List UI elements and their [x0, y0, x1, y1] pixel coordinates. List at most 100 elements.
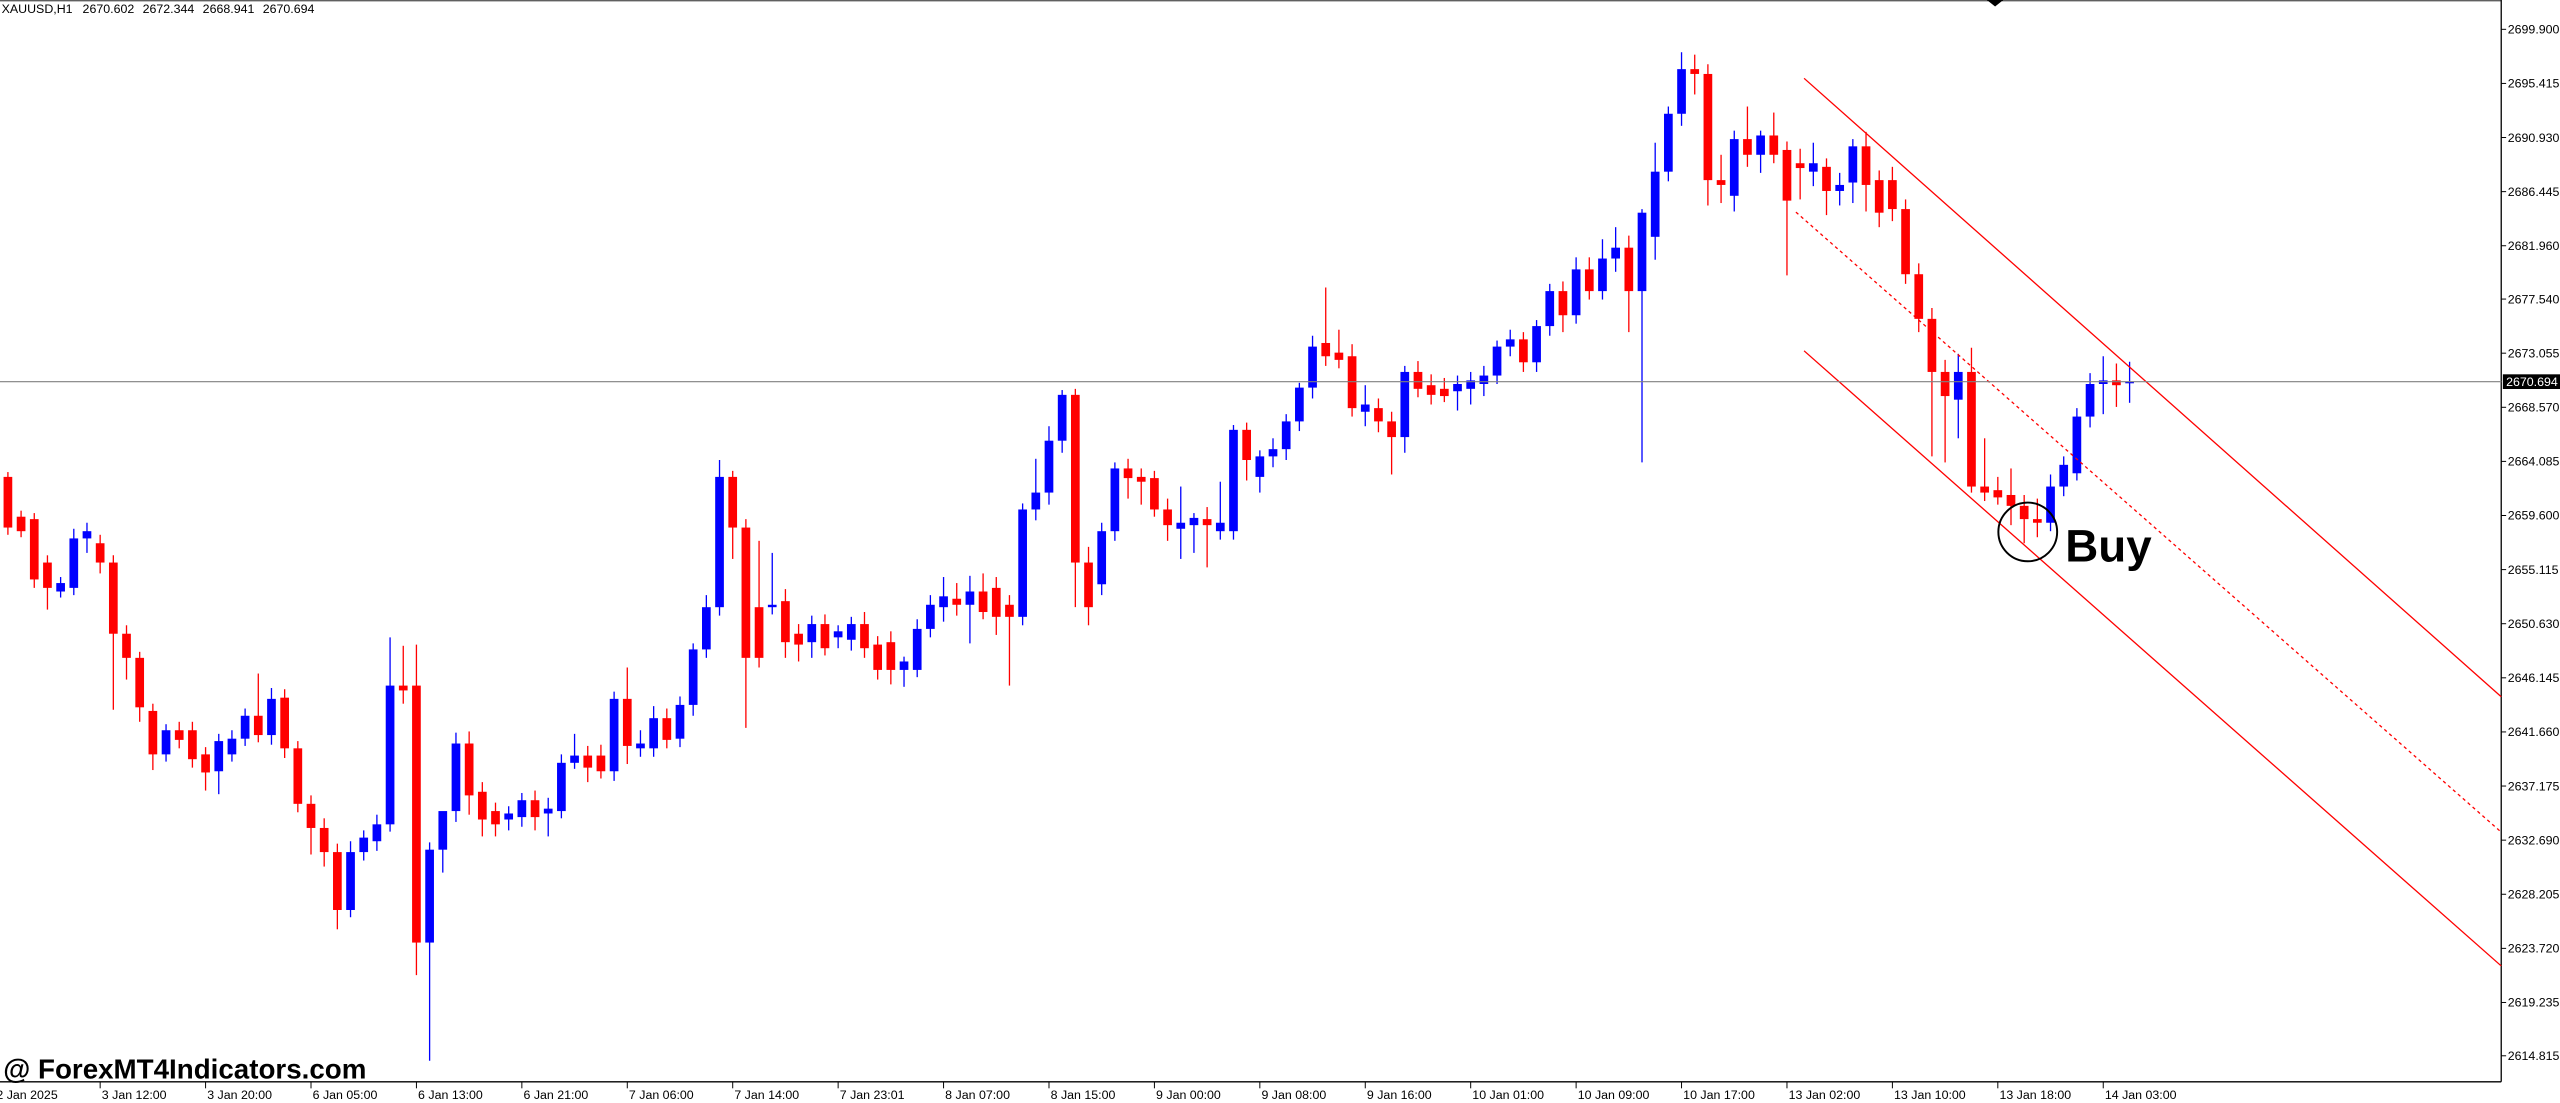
candle-body — [1861, 146, 1871, 185]
header-low: 2668.941 — [203, 2, 255, 16]
candle-body — [1439, 388, 1449, 397]
candle-body — [267, 698, 276, 736]
candle-body — [1453, 384, 1462, 392]
candle-body — [1927, 318, 1937, 372]
candle-body — [56, 583, 65, 592]
candle-body — [253, 715, 263, 736]
candle-body — [346, 852, 355, 910]
candle-body — [2046, 486, 2055, 523]
candle-body — [1953, 371, 1963, 400]
candle-body — [609, 698, 619, 772]
candle-body — [1795, 163, 1805, 169]
candle-body — [1097, 531, 1107, 585]
candle-body — [1690, 69, 1700, 74]
candle-body — [1189, 517, 1199, 526]
x-tick-label: 6 Jan 13:00 — [418, 1088, 483, 1102]
candle-body — [1268, 449, 1278, 457]
x-tick-label: 9 Jan 08:00 — [1261, 1088, 1326, 1102]
y-tick-label: 2677.540 — [2508, 292, 2560, 306]
x-tick-label: 10 Jan 17:00 — [1683, 1088, 1755, 1102]
y-tick-label: 2673.055 — [2508, 346, 2560, 360]
y-tick-label: 2659.600 — [2508, 509, 2560, 523]
candle-body — [570, 755, 579, 763]
candle-body — [43, 562, 52, 588]
candle-body — [886, 642, 896, 670]
candle-body — [1743, 139, 1752, 155]
candle-body — [1782, 149, 1792, 201]
y-tick-label: 2699.900 — [2508, 23, 2560, 37]
y-tick-label: 2655.115 — [2508, 563, 2559, 577]
candle-body — [991, 587, 1001, 617]
candle-body — [2033, 519, 2042, 523]
x-tick-label: 8 Jan 07:00 — [945, 1088, 1010, 1102]
candle-body — [1980, 486, 1989, 493]
candle-body — [1598, 258, 1607, 292]
y-tick-label: 2641.660 — [2508, 725, 2560, 739]
y-tick-label: 2695.415 — [2508, 77, 2560, 91]
candle-body — [1229, 429, 1238, 532]
candle-body — [2125, 381, 2134, 384]
candle-body — [2085, 384, 2095, 417]
candle-body — [1993, 490, 2003, 498]
candle-body — [451, 743, 461, 812]
y-tick-label: 2690.930 — [2508, 131, 2560, 145]
x-tick-label: 14 Jan 03:00 — [2105, 1088, 2177, 1102]
candle-body — [1624, 247, 1634, 292]
candle-body — [1400, 371, 1410, 438]
candle-body — [846, 624, 856, 640]
candle-body — [174, 730, 184, 740]
candle-body — [1387, 421, 1396, 438]
candle-body — [1150, 478, 1159, 510]
y-tick-label: 2646.145 — [2508, 671, 2560, 685]
candle-body — [1360, 404, 1370, 412]
candle-body — [926, 604, 935, 629]
candle-body — [280, 697, 289, 749]
y-tick-label: 2614.815 — [2508, 1049, 2560, 1063]
candle-body — [1545, 291, 1555, 327]
candle-body — [1308, 346, 1317, 388]
candle-body — [319, 827, 329, 853]
y-tick-label: 2623.720 — [2508, 942, 2560, 956]
candle-body — [385, 685, 395, 825]
candle-body — [2019, 505, 2029, 520]
candle-body — [2112, 380, 2121, 386]
candle-body — [1848, 146, 1858, 183]
buy-circle — [1997, 501, 2059, 563]
candle-body — [1940, 371, 1950, 397]
header-high: 2672.344 — [143, 2, 195, 16]
candle-body — [161, 730, 171, 755]
candle-body — [1571, 269, 1581, 316]
y-tick-label: 2632.690 — [2508, 833, 2560, 847]
x-tick-label: 10 Jan 09:00 — [1578, 1088, 1650, 1102]
candle-body — [754, 607, 764, 658]
candle-body — [1532, 326, 1541, 363]
candle-body — [1492, 346, 1502, 376]
candle-body — [952, 598, 962, 605]
candle-body — [359, 837, 369, 853]
candle-body — [1914, 274, 1924, 319]
candle-body — [1716, 180, 1726, 185]
candle-body — [1281, 421, 1291, 450]
candles — [3, 52, 2134, 1061]
channel-upper — [1803, 77, 2502, 698]
header: XAUUSD,H1 2670.602 2672.344 2668.941 267… — [2, 2, 315, 16]
candle-body — [1967, 371, 1976, 487]
candle-body — [227, 738, 237, 755]
candle-body — [1242, 429, 1252, 461]
candle-body — [491, 811, 500, 825]
candle-body — [978, 591, 988, 613]
watermark: @ ForexMT4Indicators.com — [3, 1054, 366, 1085]
candle-body — [135, 657, 145, 708]
candle-body — [438, 811, 448, 850]
x-tick-label: 6 Jan 05:00 — [313, 1088, 378, 1102]
candle-body — [240, 715, 250, 739]
candle-body — [1044, 440, 1054, 493]
candle-body — [306, 803, 316, 828]
candle-body — [675, 704, 685, 739]
buy-label: Buy — [2065, 520, 2152, 571]
candle-body — [464, 743, 474, 796]
candle-body — [543, 808, 553, 814]
candle-body — [1677, 69, 1686, 114]
candle-body — [2072, 416, 2082, 474]
candle-body — [1479, 375, 1489, 385]
